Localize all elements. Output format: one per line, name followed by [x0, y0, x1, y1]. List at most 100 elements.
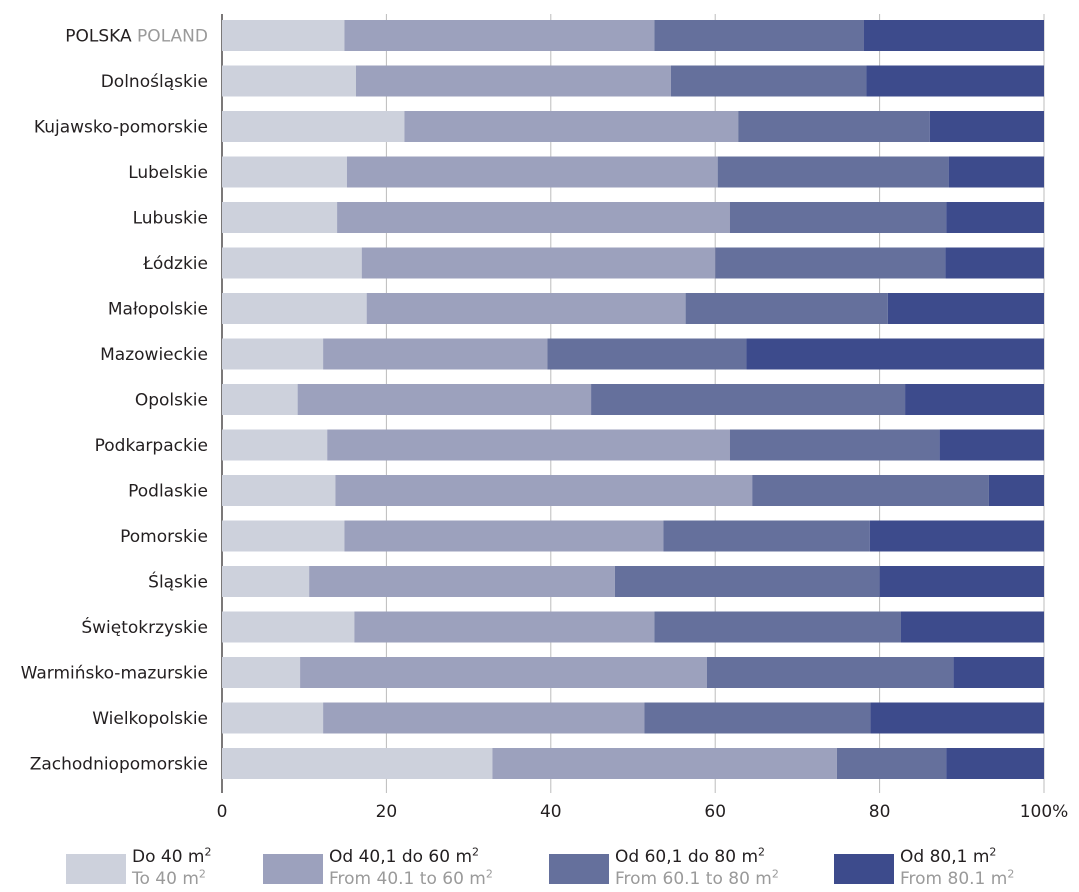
bar-segment	[670, 65, 867, 97]
legend-label-en: From 60.1 to 80 m	[615, 869, 772, 889]
bar-segment	[222, 429, 328, 461]
bar-segment	[706, 657, 954, 688]
bar-segment	[222, 20, 345, 51]
bar-segment	[222, 338, 324, 370]
bar-segment	[492, 748, 837, 779]
bar-segment	[953, 657, 1044, 688]
bar-segment	[323, 702, 645, 734]
legend-label-pl: Do 40 m	[132, 847, 205, 867]
category-label: Opolskie	[135, 391, 208, 411]
bar-segment	[222, 475, 336, 506]
bar-segment	[836, 748, 947, 779]
bar-segment	[222, 520, 345, 552]
category-label: Małopolskie	[108, 300, 208, 320]
bar-segment	[946, 202, 1044, 233]
bar-segment	[222, 566, 310, 597]
legend-swatch-60-80	[549, 854, 609, 884]
bar-segment	[222, 748, 493, 779]
legend-label-pl: Od 80,1 m	[900, 847, 990, 867]
category-label: Mazowieckie	[100, 345, 208, 365]
bar-segment	[900, 611, 1044, 643]
bar-segment	[337, 202, 730, 233]
category-label: Dolnośląskie	[101, 72, 208, 92]
bar-segment	[663, 520, 870, 552]
category-label: Lubelskie	[128, 163, 208, 183]
bar-segment	[685, 293, 888, 324]
legend-label-en: From 40.1 to 60 m	[329, 869, 486, 889]
category-label: Podlaskie	[128, 482, 208, 502]
bar-segment	[354, 611, 655, 643]
bar-segment	[746, 338, 1044, 370]
bar-segment	[929, 111, 1044, 142]
bar-segment	[297, 384, 592, 415]
legend-label-pl: Od 60,1 do 80 m	[615, 847, 759, 867]
bar-segment	[355, 65, 671, 97]
bar-segment	[654, 611, 901, 643]
bar-segment	[654, 20, 864, 51]
bar-segment	[300, 657, 707, 688]
category-label: Pomorskie	[120, 527, 208, 547]
bar-segment	[222, 384, 298, 415]
legend-swatch-to-40	[66, 854, 126, 884]
bar-segment	[222, 65, 356, 97]
x-tick-label: 60	[704, 802, 726, 822]
category-label: Podkarpackie	[95, 436, 208, 456]
bar-segment	[346, 156, 718, 188]
bar-segment	[866, 65, 1044, 97]
legend-swatch-over-80	[834, 854, 894, 884]
legend-label-pl: Od 40,1 do 60 m	[329, 847, 473, 867]
x-axis-ticks: 0 20 40 60 80 100%	[217, 802, 1069, 822]
bar-segment	[614, 566, 880, 597]
bar-segment	[863, 20, 1044, 51]
bar-segment	[222, 156, 347, 188]
bar-segment	[644, 702, 871, 734]
bar-segment	[344, 520, 664, 552]
bar-segment	[335, 475, 753, 506]
bar-segment	[309, 566, 615, 597]
bar-segment	[752, 475, 989, 506]
bar-segment	[715, 247, 946, 279]
category-label: Wielkopolskie	[92, 709, 208, 729]
category-label: POLSKA POLAND	[65, 27, 208, 47]
bar-segment	[222, 702, 324, 734]
bar-segment	[948, 156, 1044, 188]
bar-segment	[222, 247, 362, 279]
bar-segment	[222, 293, 367, 324]
bar-segment	[738, 111, 930, 142]
legend-swatch-40-60	[263, 854, 323, 884]
bar-segment	[887, 293, 1044, 324]
bar-segment	[879, 566, 1044, 597]
category-label: Warmińsko-mazurskie	[21, 664, 208, 684]
bar-segment	[870, 702, 1044, 734]
bar-segment	[869, 520, 1044, 552]
bar-segment	[323, 338, 548, 370]
bar-segment	[946, 748, 1044, 779]
legend: Do 40 m2 To 40 m2 Od 40,1 do 60 m2 From …	[0, 846, 1079, 892]
x-tick-label: 20	[376, 802, 398, 822]
bar-segment	[361, 247, 716, 279]
bar-segment	[729, 202, 947, 233]
category-label: Śląskie	[148, 571, 208, 593]
bar-segment	[222, 611, 355, 643]
category-label: Świętokrzyskie	[81, 616, 208, 638]
bar-segment	[729, 429, 940, 461]
bar-segment	[222, 657, 301, 688]
bars	[222, 20, 1044, 779]
bar-segment	[366, 293, 686, 324]
bar-segment	[945, 247, 1044, 279]
bar-segment	[327, 429, 730, 461]
bar-segment	[404, 111, 739, 142]
x-tick-label: 0	[217, 802, 228, 822]
category-label: Lubuskie	[133, 209, 208, 229]
bar-segment	[222, 202, 338, 233]
legend-label-en: To 40 m	[132, 869, 199, 889]
x-tick-label: 80	[869, 802, 891, 822]
bar-segment	[905, 384, 1044, 415]
stacked-bar-chart: POLSKA POLAND Dolnośląskie Kujawsko-pomors…	[21, 14, 1069, 822]
x-tick-label: 40	[540, 802, 562, 822]
bar-segment	[344, 20, 655, 51]
bar-segment	[988, 475, 1044, 506]
x-tick-label: 100%	[1020, 802, 1069, 822]
category-label: Zachodniopomorskie	[30, 755, 208, 775]
bar-segment	[939, 429, 1044, 461]
